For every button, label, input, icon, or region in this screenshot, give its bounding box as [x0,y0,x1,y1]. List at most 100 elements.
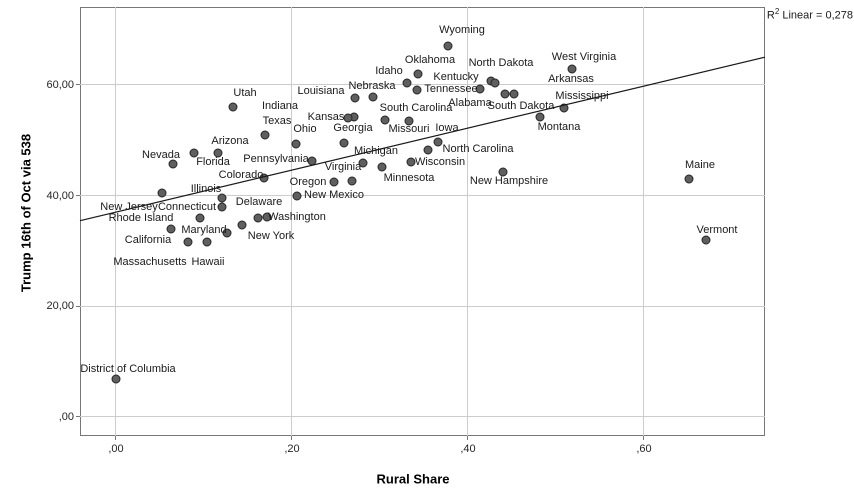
point-label-tennessee: Tennessee [424,83,478,95]
point-label-kentucky: Kentucky [433,71,479,83]
point-label-missouri: Missouri [388,123,430,135]
x-axis-tick [115,436,117,440]
data-point-mississippi [559,103,569,113]
point-label-new-hampshire: New Hampshire [469,175,549,187]
point-label-district-of-columbia: District of Columbia [80,363,176,375]
point-label-new-mexico: New Mexico [304,189,364,201]
y-gridline [80,305,765,307]
data-point-pennsylvania [307,156,317,166]
y-tick-label: 60,00 [46,78,74,91]
data-point-utah [228,102,238,112]
point-label-florida: Florida [196,156,230,168]
point-label-oregon: Oregon [289,176,327,188]
x-gridline [467,7,469,436]
point-label-maryland: Maryland [181,224,227,236]
data-point-maine [684,174,694,184]
data-point-virginia [347,176,357,186]
y-axis-tick [76,416,80,418]
data-point-new-jersey [157,188,167,198]
data-point-minnesota [377,162,387,172]
r-squared-base: R [766,9,775,22]
point-label-indiana: Indiana [261,100,299,112]
point-label-wisconsin: Wisconsin [414,156,466,168]
data-point-wyoming [443,41,453,51]
point-label-massachusetts: Massachusetts [113,256,187,268]
point-label-montana: Montana [537,121,581,133]
data-point-oklahoma [413,69,423,79]
y-axis-tick [76,305,80,307]
data-point-north-carolina [423,145,433,155]
point-label-texas: Texas [262,115,292,127]
data-point-oregon [329,177,339,187]
point-label-washington: Washington [268,211,326,223]
point-label-minnesota: Minnesota [383,172,435,184]
x-tick-label: ,00 [108,443,124,455]
data-point-iowa [433,137,443,147]
point-label-nebraska: Nebraska [348,80,396,92]
x-tick-label: ,20 [284,443,300,455]
data-point-tennessee [412,85,422,95]
point-label-vermont: Vermont [696,224,738,236]
point-label-ohio: Ohio [293,123,317,135]
point-label-west-virginia: West Virginia [551,51,617,63]
point-label-nevada: Nevada [142,149,180,161]
point-label-hawaii: Hawaii [191,256,225,268]
data-point-nebraska [368,92,378,102]
point-label-rhode-island: Rhode Island [108,212,174,224]
r-squared-exponent: 2 [774,7,780,16]
point-label-south-carolina: South Carolina [379,102,453,114]
point-label-georgia: Georgia [333,122,373,134]
point-label-alabama: Alabama [448,97,492,109]
data-point-delaware [253,213,263,223]
point-label-louisiana: Louisiana [297,85,345,97]
y-axis-tick [76,84,80,86]
x-axis-title: Rural Share [376,471,450,487]
point-label-utah: Utah [233,87,257,99]
point-label-new-york: New York [247,230,295,242]
plot-area [80,7,765,436]
y-tick-label: ,00 [58,410,74,423]
point-label-wyoming: Wyoming [439,24,485,36]
r-squared-annotation: R2 Linear = 0,278 [767,7,853,22]
point-label-michigan: Michigan [353,145,399,157]
point-label-arizona: Arizona [211,135,249,147]
data-point-district-of-columbia [111,374,121,384]
point-label-virginia: Virginia [324,161,362,173]
point-label-idaho: Idaho [375,65,403,77]
data-point-new-york [237,220,247,230]
point-label-colorado: Colorado [218,169,264,181]
x-gridline [115,7,117,436]
y-gridline [80,195,765,197]
data-point-illinois [217,193,227,203]
data-point-south-dakota [509,89,519,99]
data-point-alabama [500,89,510,99]
point-label-north-carolina: North Carolina [442,143,514,155]
point-label-mississippi: Mississippi [555,90,609,102]
data-point-idaho [402,78,412,88]
x-axis-tick [467,436,469,440]
data-point-vermont [701,235,711,245]
point-label-arkansas: Arkansas [548,73,594,85]
point-label-new-jersey: New Jersey [100,201,158,213]
data-point-rhode-island [195,213,205,223]
data-point-california [166,224,176,234]
point-label-south-dakota: South Dakota [487,100,555,112]
x-axis-tick [291,436,293,440]
x-tick-label: ,60 [636,443,652,455]
data-point-louisiana [350,93,360,103]
y-tick-label: 40,00 [46,189,74,202]
data-point-connecticut [217,202,227,212]
y-axis-title: Trump 16th of Oct via 538 [18,133,34,293]
data-point-ohio [291,139,301,149]
data-point-massachusetts [183,237,193,247]
point-label-oklahoma: Oklahoma [404,54,456,66]
data-point-georgia [339,138,349,148]
data-point-hawaii [202,237,212,247]
x-axis-tick [643,436,645,440]
data-point-arkansas [490,78,500,88]
point-label-kansas: Kansas [307,111,345,123]
y-gridline [80,84,765,86]
point-label-illinois: Illinois [190,183,222,195]
point-label-iowa: Iowa [435,122,459,134]
